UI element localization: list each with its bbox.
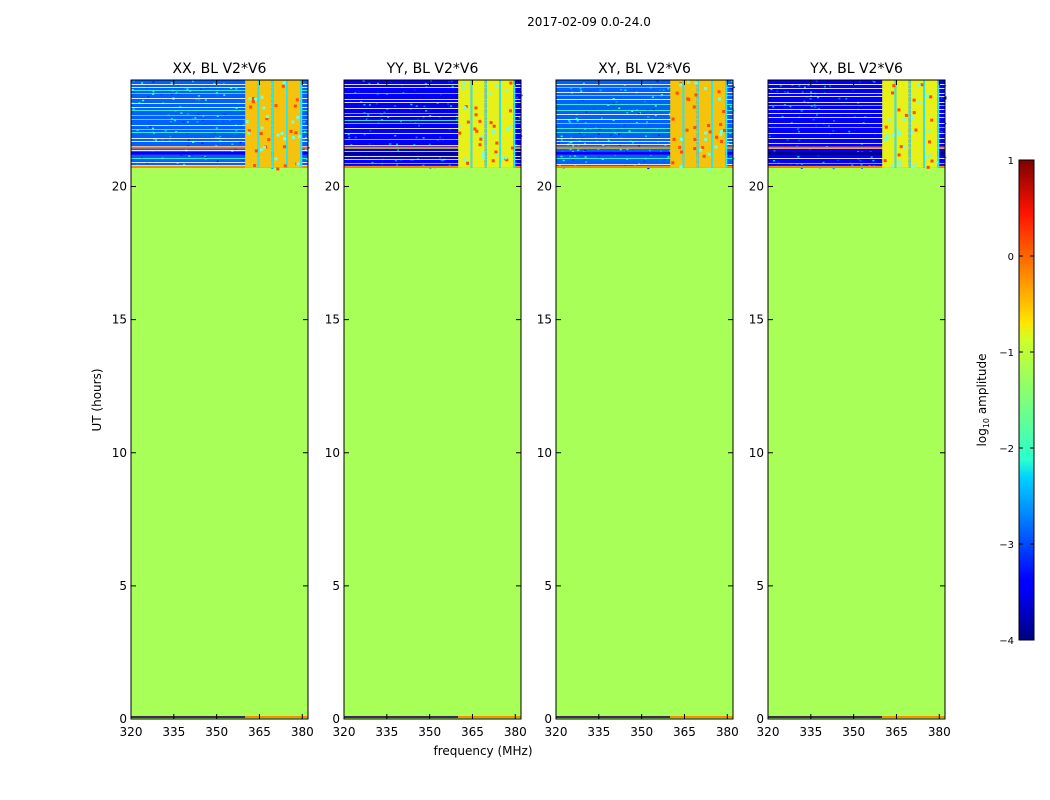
x-tick-label: 350 <box>205 725 228 739</box>
bottom-row-rfi <box>670 716 733 718</box>
y-axis-label: UT (hours) <box>90 368 104 431</box>
panel-frame <box>130 79 309 720</box>
x-tick-label: 320 <box>120 725 143 739</box>
x-tick-label: 335 <box>162 725 185 739</box>
x-tick-label: 335 <box>799 725 822 739</box>
y-tick-label: 10 <box>325 446 340 460</box>
rfi-columns <box>670 80 728 171</box>
y-tick-label: 10 <box>749 446 764 460</box>
y-tick-label: 5 <box>119 579 127 593</box>
orange-stripe <box>768 146 945 149</box>
panel-frame <box>767 79 946 720</box>
bottom-row-rfi <box>458 716 521 718</box>
y-tick-label: 20 <box>325 180 340 194</box>
dark-stripe <box>768 151 945 155</box>
y-tick-label: 0 <box>544 712 552 726</box>
bottom-row <box>556 716 671 718</box>
x-tick-label: 335 <box>375 725 398 739</box>
boundary-stripe <box>768 165 945 168</box>
x-tick-label: 320 <box>757 725 780 739</box>
dark-stripe <box>131 151 308 155</box>
colorbar-tick-label: −3 <box>999 540 1014 551</box>
boundary-stripe <box>344 165 521 168</box>
x-tick-label: 365 <box>673 725 696 739</box>
colorbar-label: log10 amplitude <box>975 354 991 447</box>
x-tick-label: 350 <box>630 725 653 739</box>
y-tick-label: 0 <box>756 712 764 726</box>
y-tick-label: 20 <box>749 180 764 194</box>
bottom-row-rfi <box>245 716 308 718</box>
figure-title: 2017-02-09 0.0-24.0 <box>527 15 651 29</box>
colorbar: log10 amplitude 1 0 −1 −2 −3 −4 <box>975 156 1035 647</box>
y-tick-label: 5 <box>756 579 764 593</box>
panel-xy: XY, BL V2*V6 0 5 10 15 20 320 335 350 365 380 <box>537 61 739 739</box>
bottom-row <box>131 716 246 718</box>
panel-frame <box>343 79 522 720</box>
time-stripes <box>556 84 733 165</box>
rfi-columns <box>882 80 940 169</box>
y-tick-label: 5 <box>544 579 552 593</box>
colorbar-gradient <box>1018 159 1035 641</box>
rfi-columns <box>245 80 303 171</box>
y-tick-label: 15 <box>749 313 764 327</box>
colorbar-tick-label: −1 <box>999 348 1014 359</box>
y-tick-label: 20 <box>537 180 552 194</box>
x-tick-label: 380 <box>716 725 739 739</box>
panel-title: YY, BL V2*V6 <box>386 61 479 77</box>
colorbar-tick-label: −4 <box>999 636 1014 647</box>
panel-yy: YY, BL V2*V6 0 5 10 15 20 320 335 350 365 380 <box>325 61 527 739</box>
x-tick-label: 350 <box>418 725 441 739</box>
x-tick-label: 320 <box>545 725 568 739</box>
fill-region <box>556 167 733 720</box>
dark-stripe <box>344 151 521 155</box>
x-tick-label: 380 <box>291 725 314 739</box>
dark-stripe <box>556 151 733 155</box>
panel-title: XX, BL V2*V6 <box>173 61 267 77</box>
bottom-row-rfi <box>882 716 945 718</box>
panel-frame <box>555 79 734 720</box>
panel-title: XY, BL V2*V6 <box>598 61 691 77</box>
boundary-stripe <box>131 165 308 168</box>
x-tick-label: 335 <box>587 725 610 739</box>
colorbar-tick-label: −2 <box>999 444 1014 455</box>
y-tick-label: 20 <box>112 180 127 194</box>
fill-region <box>768 167 945 720</box>
y-tick-label: 15 <box>537 313 552 327</box>
orange-stripe <box>556 146 733 149</box>
panel-xx: XX, BL V2*V6 0 5 10 15 20 320 335 350 365 380 <box>112 61 314 739</box>
x-tick-label: 320 <box>333 725 356 739</box>
fill-region <box>344 167 521 720</box>
bottom-row <box>344 716 459 718</box>
colorbar-tick-label: 1 <box>1008 156 1014 167</box>
x-tick-label: 365 <box>461 725 484 739</box>
y-tick-label: 10 <box>537 446 552 460</box>
x-tick-label: 350 <box>842 725 865 739</box>
x-axis-label: frequency (MHz) <box>433 744 532 758</box>
x-tick-label: 380 <box>928 725 951 739</box>
y-tick-label: 0 <box>119 712 127 726</box>
panel-title: YX, BL V2*V6 <box>809 61 903 77</box>
x-tick-label: 380 <box>504 725 527 739</box>
colorbar-tick-label: 0 <box>1008 252 1014 263</box>
y-tick-label: 15 <box>112 313 127 327</box>
x-tick-label: 365 <box>248 725 271 739</box>
orange-stripe <box>131 146 308 149</box>
bottom-row <box>768 716 883 718</box>
orange-stripe <box>344 146 521 149</box>
boundary-stripe <box>556 165 733 168</box>
y-tick-label: 5 <box>332 579 340 593</box>
y-tick-label: 15 <box>325 313 340 327</box>
panel-yx: YX, BL V2*V6 0 5 10 15 20 320 335 350 365 380 <box>749 61 951 739</box>
x-tick-label: 365 <box>885 725 908 739</box>
y-tick-label: 10 <box>112 446 127 460</box>
fill-region <box>131 167 308 720</box>
rfi-columns <box>458 80 516 168</box>
y-tick-label: 0 <box>332 712 340 726</box>
